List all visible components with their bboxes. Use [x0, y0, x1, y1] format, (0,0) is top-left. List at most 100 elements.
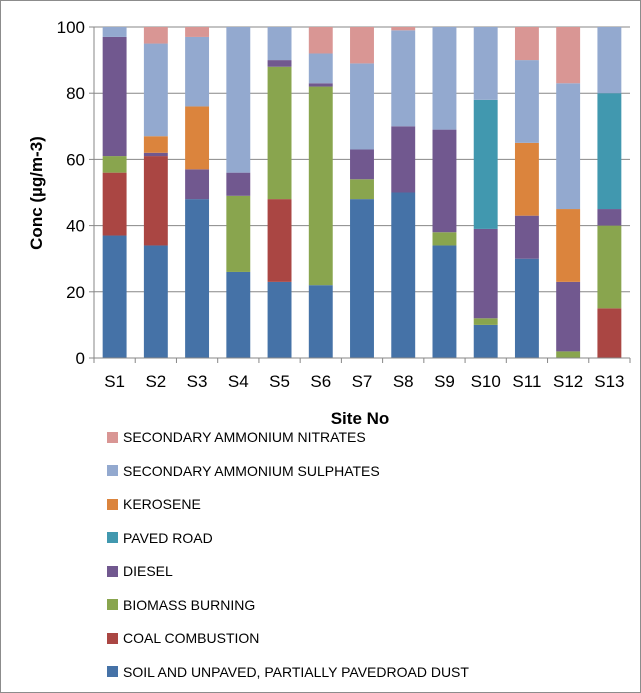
legend-label: COAL COMBUSTION	[123, 630, 260, 646]
bar-segment	[473, 27, 498, 100]
legend-item: DIESEL	[107, 561, 173, 581]
bar-segment	[432, 232, 457, 246]
bar-stack-s10	[473, 27, 498, 358]
axes	[93, 27, 630, 359]
bar-segment	[473, 99, 498, 229]
bar-stack-s7	[350, 27, 374, 358]
bar-segment	[102, 235, 127, 358]
bar-segment	[597, 209, 622, 226]
legend-label: DIESEL	[123, 563, 173, 579]
y-tick-label: 0	[76, 349, 85, 368]
legend-swatch	[107, 632, 118, 644]
legend-label: SECONDARY AMMONIUM NITRATES	[123, 429, 366, 445]
legend-label: SECONDARY AMMONIUM SULPHATES	[123, 462, 380, 479]
bar-stack-s11	[514, 27, 539, 358]
y-axis-label: Conc (µg/m-3)	[27, 136, 46, 250]
legend-item: KEROSENE	[107, 494, 201, 514]
legend-swatch	[107, 599, 118, 610]
bar-segment	[514, 215, 539, 259]
bar-segment	[514, 258, 539, 358]
bar-segment	[185, 27, 210, 37]
bar-segment	[391, 30, 416, 127]
bar-segment	[226, 195, 251, 272]
x-tick-label: S6	[310, 372, 331, 391]
bar-segment	[432, 245, 457, 358]
y-tick-label: 40	[66, 217, 85, 236]
bar-segment	[597, 27, 622, 94]
bar-segment	[226, 271, 251, 358]
bar-segment	[432, 129, 457, 233]
legend-item: COAL COMBUSTION	[107, 628, 259, 648]
bar-segment	[143, 156, 168, 246]
bar-segment	[350, 27, 374, 64]
bar-stack-s13	[597, 27, 622, 358]
bar-segment	[267, 66, 292, 200]
bar-segment	[226, 27, 251, 173]
x-tick-label: S8	[393, 372, 414, 391]
bar-segment	[143, 43, 168, 137]
bar-segment	[473, 228, 498, 319]
bar-segment	[267, 27, 292, 61]
bar-segment	[143, 152, 168, 157]
bar-segment	[597, 225, 622, 309]
bar-segment	[143, 27, 168, 44]
legend-swatch	[107, 465, 118, 476]
bar-segment	[556, 351, 581, 358]
y-tick-labels: 0 20 40 60 80 100	[57, 18, 85, 368]
x-tick-label: S12	[553, 372, 583, 391]
y-tick-label: 80	[66, 84, 85, 103]
bar-segment	[350, 149, 374, 180]
bar-stacks	[102, 27, 622, 358]
bar-segment	[267, 281, 292, 358]
bar-segment	[514, 27, 539, 61]
y-tick-label: 60	[66, 150, 85, 169]
bar-segment	[102, 27, 127, 37]
bar-segment	[185, 106, 210, 170]
bar-segment	[185, 199, 210, 358]
bar-segment	[102, 156, 127, 173]
bar-segment	[102, 36, 127, 157]
bar-segment	[308, 53, 333, 84]
bar-stack-s2	[143, 27, 168, 358]
bar-segment	[597, 308, 622, 358]
bar-segment	[556, 27, 581, 84]
bar-stack-s8	[391, 27, 416, 358]
bar-segment	[185, 36, 210, 107]
bar-segment	[391, 126, 416, 193]
x-tick-label: S2	[145, 372, 166, 391]
bar-stack-s4	[226, 27, 251, 358]
bar-segment	[473, 324, 498, 358]
y-tick-label: 20	[66, 283, 85, 302]
bar-segment	[308, 86, 333, 286]
legend-item: SOIL AND UNPAVED, PARTIALLY PAVEDROAD DU…	[107, 662, 469, 682]
bar-segment	[226, 172, 251, 196]
bar-stack-s12	[556, 27, 581, 358]
bar-segment	[102, 172, 127, 236]
bar-segment	[432, 27, 457, 130]
bar-segment	[267, 60, 292, 67]
x-tick-label: S4	[228, 372, 249, 391]
legend-item: SECONDARY AMMONIUM NITRATES	[107, 427, 366, 447]
legend-swatch	[107, 431, 118, 443]
x-tick-label: S13	[594, 372, 624, 391]
legend-swatch	[107, 565, 118, 577]
x-tick-label: S5	[269, 372, 290, 391]
bar-stack-s9	[432, 27, 457, 358]
legend-label: KEROSENE	[123, 496, 201, 512]
bar-stack-s5	[267, 27, 292, 358]
bar-stack-s1	[102, 27, 127, 358]
legend-swatch	[107, 666, 118, 677]
bar-segment	[350, 179, 374, 200]
bar-segment	[350, 63, 374, 150]
bar-segment	[556, 209, 581, 282]
x-tick-label: S1	[104, 372, 125, 391]
legend-label: BIOMASS BURNING	[123, 596, 256, 613]
bar-stack-s6	[308, 27, 333, 358]
bar-segment	[143, 136, 168, 153]
x-axis-label: Site No	[331, 409, 390, 428]
y-tick-label: 100	[57, 18, 85, 37]
legend-label: PAVED ROAD	[123, 529, 213, 546]
x-tick-label: S9	[434, 372, 455, 391]
x-tick-label: S7	[352, 372, 373, 391]
x-tick-label: S11	[512, 372, 541, 391]
